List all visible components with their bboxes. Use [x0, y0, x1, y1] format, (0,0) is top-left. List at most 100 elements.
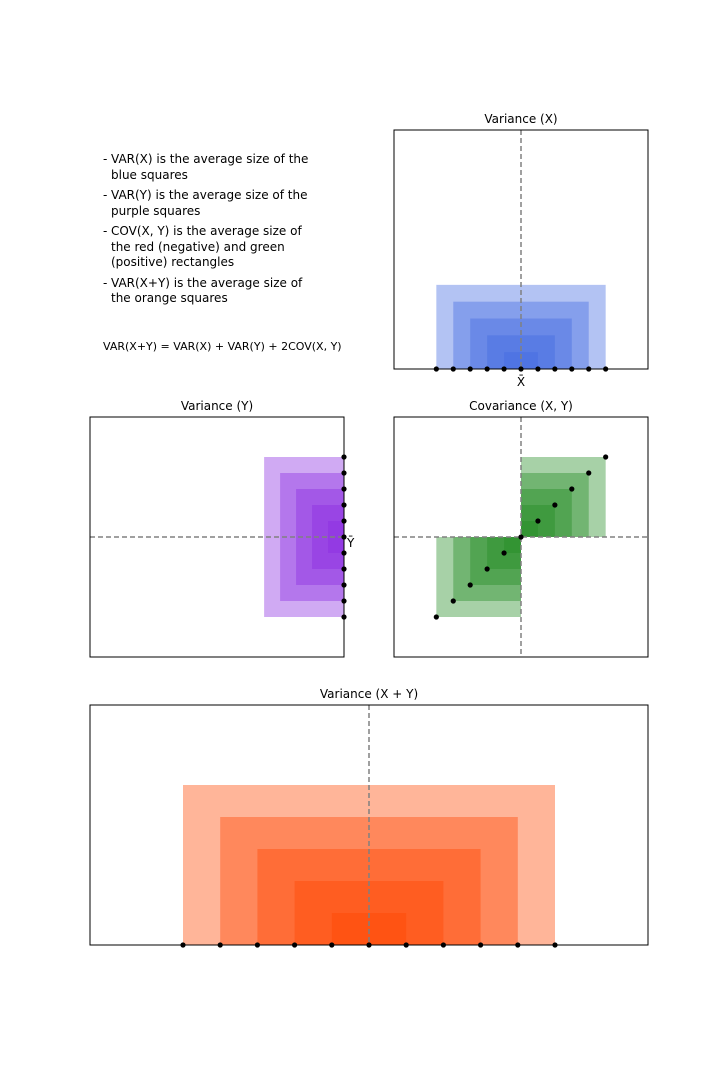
data-point — [552, 942, 558, 948]
positive-rectangle — [521, 457, 606, 537]
data-point — [292, 942, 298, 948]
note-cov-text: COV(X, Y) is the average size of the red… — [111, 224, 302, 269]
data-point — [180, 942, 186, 948]
note-cov: - COV(X, Y) is the average size of the re… — [103, 224, 302, 269]
blue-square — [504, 352, 521, 369]
orange-square — [369, 849, 481, 945]
note-var-sum: - VAR(X+Y) is the average size of the ora… — [103, 275, 303, 306]
blue-square — [453, 301, 521, 369]
panel-title: Variance (X + Y) — [320, 687, 418, 701]
purple-square — [264, 457, 344, 537]
data-point — [341, 534, 347, 540]
orange-square — [331, 913, 369, 945]
blue-square — [521, 318, 572, 369]
data-point — [254, 942, 260, 948]
note-var-sum-text: VAR(X+Y) is the average size of the oran… — [111, 275, 303, 306]
axes-frame — [393, 416, 649, 658]
data-point — [478, 942, 484, 948]
panel-title: Variance (X) — [484, 112, 557, 126]
blue-square — [521, 301, 589, 369]
positive-rectangle — [470, 537, 521, 585]
orange-square — [369, 881, 444, 945]
data-point — [433, 366, 439, 372]
positive-rectangle — [436, 537, 521, 617]
data-point — [535, 518, 541, 524]
purple-square — [296, 537, 344, 585]
note-var-y: - VAR(Y) is the average size of the purpl… — [103, 188, 308, 218]
data-point — [586, 470, 592, 476]
purple-square — [328, 537, 344, 553]
note-var-y-text: VAR(Y) is the average size of the purple… — [111, 188, 308, 218]
positive-rectangle — [521, 521, 538, 537]
data-point — [603, 366, 609, 372]
data-point — [440, 942, 446, 948]
data-point — [515, 942, 521, 948]
data-point — [586, 366, 592, 372]
data-point — [341, 518, 347, 524]
data-point — [341, 582, 347, 588]
covariance-xy-panel: Covariance (X, Y) — [393, 399, 649, 658]
data-point — [467, 582, 473, 588]
data-point — [552, 502, 558, 508]
y-mean-tick-label: Ȳ — [346, 536, 355, 550]
variance-sum-panel: Variance (X + Y) — [89, 687, 649, 948]
purple-square — [280, 473, 344, 537]
blue-square — [521, 284, 606, 369]
data-point — [341, 470, 347, 476]
data-point — [450, 598, 456, 604]
blue-square — [470, 318, 521, 369]
blue-square — [487, 335, 521, 369]
data-point — [467, 366, 473, 372]
purple-square — [328, 521, 344, 537]
orange-square — [369, 913, 407, 945]
data-point — [450, 366, 456, 372]
orange-square — [369, 817, 518, 945]
data-point — [341, 566, 347, 572]
data-point — [341, 550, 347, 556]
blue-square — [521, 352, 538, 369]
data-point — [484, 566, 490, 572]
blue-square — [521, 335, 555, 369]
data-point — [501, 366, 507, 372]
purple-square — [264, 537, 344, 617]
data-point — [569, 486, 575, 492]
data-point — [603, 454, 609, 460]
purple-square — [296, 489, 344, 537]
data-point — [329, 942, 335, 948]
data-point — [403, 942, 409, 948]
orange-square — [294, 881, 369, 945]
data-point — [484, 366, 490, 372]
data-point — [366, 942, 372, 948]
data-point — [341, 614, 347, 620]
variance-formula: VAR(X+Y) = VAR(X) + VAR(Y) + 2COV(X, Y) — [103, 340, 342, 353]
explanation-notes: - VAR(X) is the average size of the blue … — [103, 152, 383, 312]
data-point — [501, 550, 507, 556]
purple-square — [312, 537, 344, 569]
purple-square — [280, 537, 344, 601]
data-point — [535, 366, 541, 372]
panel-title: Covariance (X, Y) — [469, 399, 573, 413]
orange-square — [220, 817, 369, 945]
data-point — [433, 614, 439, 620]
x-mean-tick-label: X̄ — [517, 375, 525, 389]
data-point — [569, 366, 575, 372]
data-point — [341, 486, 347, 492]
variance-x-panel: Variance (X) X̄ — [393, 112, 649, 389]
data-point — [341, 502, 347, 508]
note-var-x: - VAR(X) is the average size of the blue … — [103, 152, 309, 182]
blue-square — [436, 284, 521, 369]
orange-square — [369, 785, 555, 945]
data-point — [518, 366, 524, 372]
variance-y-panel: Variance (Y) Ȳ — [89, 399, 355, 658]
positive-rectangle — [521, 489, 572, 537]
panel-title: Variance (Y) — [181, 399, 253, 413]
data-point — [552, 366, 558, 372]
data-point — [341, 454, 347, 460]
orange-square — [257, 849, 369, 945]
data-point — [518, 534, 524, 540]
data-point — [341, 598, 347, 604]
purple-square — [312, 505, 344, 537]
note-var-x-text: VAR(X) is the average size of the blue s… — [111, 152, 309, 182]
orange-square — [183, 785, 369, 945]
